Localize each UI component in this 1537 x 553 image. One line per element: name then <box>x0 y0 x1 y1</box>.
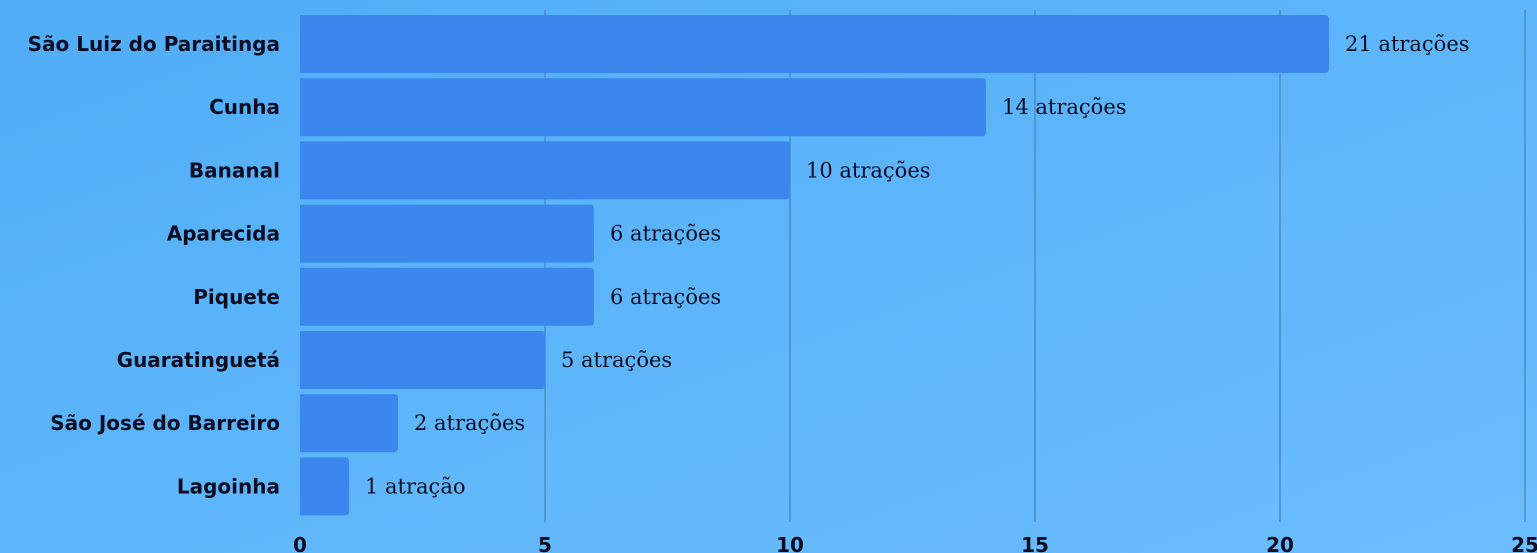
data-label-3: 6 atrações <box>610 222 721 246</box>
category-label-7: Lagoinha <box>177 474 280 498</box>
data-labels: 21 atrações 14 atrações 10 atrações 6 atraç… <box>365 32 1470 498</box>
data-label-6: 2 atrações <box>414 411 525 435</box>
data-label-2: 10 atrações <box>806 158 931 182</box>
x-tick-label-20: 20 <box>1266 533 1294 553</box>
data-label-7: 1 atração <box>365 474 465 498</box>
x-tick-label-5: 5 <box>538 533 552 553</box>
x-tick-label-0: 0 <box>293 533 307 553</box>
category-label-6: São José do Barreiro <box>50 411 280 435</box>
category-label-2: Bananal <box>189 158 280 182</box>
data-label-4: 6 atrações <box>610 285 721 309</box>
bar-5 <box>300 331 545 389</box>
data-label-5: 5 atrações <box>561 348 672 372</box>
bar-7 <box>300 457 349 516</box>
category-label-3: Aparecida <box>167 222 280 246</box>
category-label-5: Guaratinguetá <box>117 348 280 372</box>
category-label-4: Piquete <box>193 285 280 309</box>
bar-0 <box>300 15 1329 73</box>
x-tick-label-15: 15 <box>1021 533 1049 553</box>
bar-1 <box>300 78 986 137</box>
bar-3 <box>300 204 594 263</box>
x-axis-tick-labels: 0 5 10 15 20 25 <box>293 533 1537 553</box>
bar-4 <box>300 267 594 326</box>
x-tick-label-25: 25 <box>1511 533 1537 553</box>
category-labels: São Luiz do Paraitinga Cunha Bananal Aparec… <box>28 32 280 498</box>
data-label-1: 14 atrações <box>1002 95 1127 119</box>
category-label-0: São Luiz do Paraitinga <box>28 32 280 56</box>
bars <box>300 15 1329 516</box>
data-label-0: 21 atrações <box>1345 32 1470 56</box>
bar-2 <box>300 141 790 200</box>
category-label-1: Cunha <box>209 95 280 119</box>
bar-6 <box>300 394 398 453</box>
x-tick-label-10: 10 <box>776 533 804 553</box>
